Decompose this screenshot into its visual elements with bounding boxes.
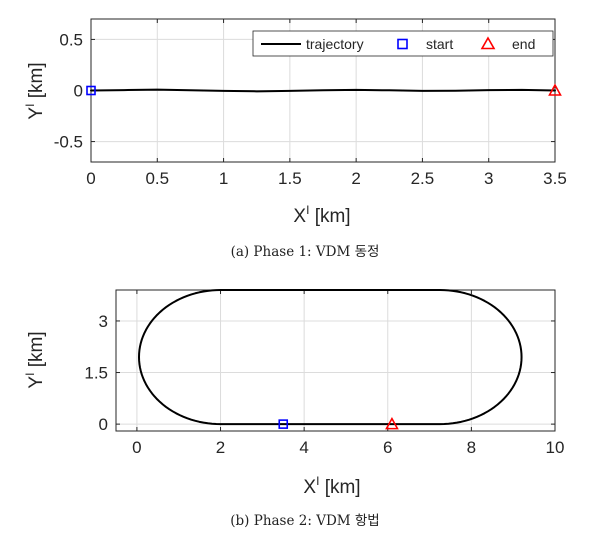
start-marker [278, 419, 289, 429]
x-tick-label: 3.5 [543, 169, 567, 188]
x-tick-labels: 0 0.5 1 1.5 2 2.5 3 3.5 [86, 19, 567, 188]
y-tick-labels: -0.5 0 0.5 [54, 30, 555, 152]
chart-phase2: 0 2 4 6 8 10 01.53 XI [km] YI [km] (b) Phase … [23, 289, 564, 529]
trajectory-line [138, 289, 523, 426]
caption-a: (a) Phase 1: VDM 동정 [231, 244, 380, 260]
y-tick-label: -0.5 [54, 133, 83, 152]
x-tick-label: 8 [467, 438, 476, 457]
y-tick-label: 1.5 [84, 364, 108, 383]
y-tick-labels: 01.53 [84, 312, 555, 434]
x-tick-label: 10 [546, 438, 565, 457]
end-marker [385, 416, 399, 430]
trajectory-line [90, 88, 556, 93]
legend-start-label: start [426, 36, 453, 52]
legend: trajectory start end [252, 30, 554, 57]
legend-end-swatch [480, 36, 496, 50]
legend-start-swatch [397, 38, 408, 50]
y-axis-label: YI [km] [23, 62, 47, 119]
y-tick-label: 0 [74, 82, 83, 101]
y-tick-label: 0 [99, 415, 108, 434]
end-marker [548, 83, 562, 96]
x-tick-label: 0.5 [145, 169, 169, 188]
x-tick-label: 0 [86, 169, 95, 188]
x-tick-label: 2.5 [411, 169, 435, 188]
y-tick-label: 3 [99, 312, 108, 331]
x-tick-label: 1 [219, 169, 228, 188]
legend-trajectory-label: trajectory [306, 36, 364, 52]
x-tick-label: 4 [299, 438, 308, 457]
y-tick-label: 0.5 [59, 30, 83, 49]
x-axis-label: XI [km] [303, 474, 360, 498]
x-tick-label: 0 [132, 438, 141, 457]
y-axis-label: YI [km] [23, 331, 47, 388]
legend-box [252, 30, 554, 57]
caption-b: (b) Phase 2: VDM 항법 [230, 513, 379, 529]
x-axis-label: XI [km] [293, 203, 350, 227]
x-tick-label: 2 [216, 438, 225, 457]
x-tick-label: 2 [351, 169, 360, 188]
x-tick-label: 6 [383, 438, 392, 457]
x-tick-labels: 0 2 4 6 8 10 [132, 290, 564, 457]
start-marker [86, 85, 96, 96]
x-tick-label: 1.5 [278, 169, 302, 188]
chart-phase1: 0 0.5 1 1.5 2 2.5 3 3.5 -0.500.5 trajectory sta… [23, 18, 567, 260]
x-tick-label: 3 [484, 169, 493, 188]
legend-end-label: end [512, 36, 535, 52]
